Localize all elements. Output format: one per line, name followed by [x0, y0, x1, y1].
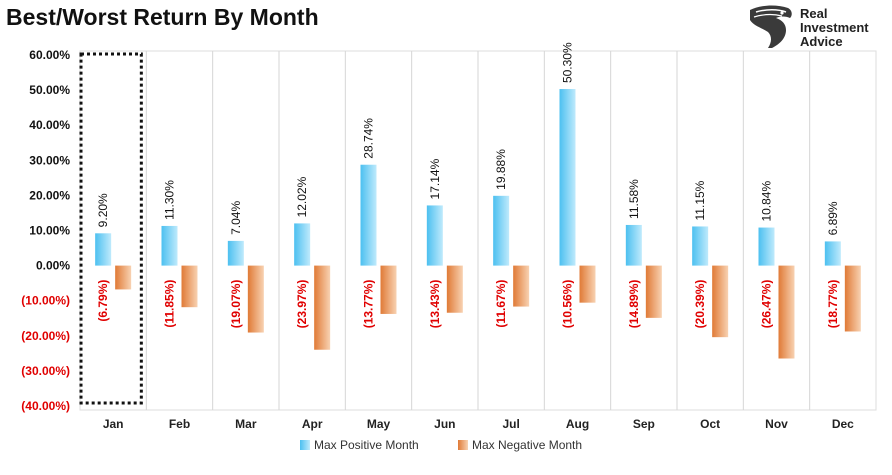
y-tick-label: (40.00%) [21, 399, 70, 413]
data-label-positive: 17.14% [428, 158, 442, 199]
bar-max-positive [294, 223, 311, 266]
data-label-negative: (14.89%) [627, 280, 641, 329]
y-tick-label: 10.00% [29, 224, 70, 238]
bar-max-negative [579, 265, 596, 303]
legend-swatch [300, 440, 310, 450]
bar-max-positive [559, 89, 576, 266]
data-label-negative: (26.47%) [760, 280, 774, 329]
y-tick-label: 40.00% [29, 118, 70, 132]
x-tick-label: Dec [832, 417, 854, 431]
bar-max-negative [712, 265, 729, 338]
legend-item-negative: Max Negative Month [458, 438, 582, 452]
data-label-negative: (13.77%) [362, 280, 376, 329]
legend-label: Max Positive Month [314, 438, 419, 452]
data-label-positive: 11.58% [627, 179, 641, 219]
data-label-positive: 6.89% [826, 201, 840, 235]
chart-title: Best/Worst Return By Month [6, 4, 319, 30]
data-label-negative: (11.67%) [494, 280, 508, 328]
bar-max-positive [758, 227, 775, 266]
bar-max-positive [493, 195, 510, 266]
highlight-box-jan [79, 52, 143, 405]
data-label-negative: (13.43%) [428, 280, 442, 329]
brand-logo: Real Investment Advice [746, 4, 886, 50]
legend-swatch [458, 440, 468, 450]
y-tick-label: 50.00% [29, 83, 70, 97]
bar-max-positive [360, 164, 377, 266]
data-label-positive: 12.02% [295, 176, 309, 217]
x-tick-label: Aug [566, 417, 589, 431]
y-tick-label: 60.00% [29, 48, 70, 62]
x-tick-label: Mar [235, 417, 257, 431]
x-tick-label: Apr [302, 417, 323, 431]
data-label-positive: 11.30% [163, 180, 177, 220]
brand-line-3: Advice [800, 34, 843, 49]
bar-max-positive [161, 225, 178, 266]
x-tick-label: Jul [502, 417, 519, 431]
bar-max-negative [247, 265, 264, 333]
data-label-positive: 28.74% [362, 118, 376, 159]
x-tick-label: Jun [434, 417, 455, 431]
bar-max-positive [95, 233, 112, 266]
bar-max-positive [227, 240, 244, 266]
x-tick-label: Sep [633, 417, 655, 431]
bar-max-negative [181, 265, 198, 308]
brand-line-1: Real [800, 6, 828, 21]
data-label-positive: 50.30% [561, 42, 575, 83]
legend-item-positive: Max Positive Month [300, 438, 419, 452]
bar-max-positive [824, 241, 841, 266]
y-tick-label: 20.00% [29, 188, 70, 202]
bar-max-positive [625, 224, 642, 266]
bar-max-positive [426, 205, 443, 266]
brand-line-2: Investment [800, 20, 869, 35]
x-tick-label: May [367, 417, 391, 431]
data-label-negative: (18.77%) [826, 280, 840, 329]
data-label-negative: (23.97%) [295, 280, 309, 329]
x-tick-label: Jan [103, 417, 124, 431]
bar-max-negative [380, 265, 397, 314]
y-tick-label: 30.00% [29, 153, 70, 167]
bar-max-positive [692, 226, 709, 266]
data-label-positive: 19.88% [494, 149, 508, 190]
data-label-negative: (20.39%) [693, 280, 707, 329]
data-label-negative: (6.79%) [96, 280, 110, 322]
bar-max-negative [844, 265, 861, 332]
data-label-positive: 9.20% [96, 193, 110, 227]
data-label-positive: 10.84% [760, 181, 774, 222]
data-label-negative: (19.07%) [229, 280, 243, 329]
bar-max-negative [314, 265, 331, 350]
y-tick-label: (20.00%) [21, 329, 70, 343]
data-label-negative: (11.85%) [163, 280, 177, 328]
x-tick-label: Nov [765, 417, 788, 431]
data-label-positive: 11.15% [693, 180, 707, 220]
bar-max-negative [115, 265, 132, 290]
bar-max-negative [446, 265, 463, 313]
x-tick-label: Oct [700, 417, 720, 431]
eagle-head-icon [750, 5, 792, 48]
x-tick-label: Feb [169, 417, 190, 431]
bar-max-negative [778, 265, 795, 359]
data-label-positive: 7.04% [229, 201, 243, 235]
y-tick-label: (30.00%) [21, 364, 70, 378]
bar-max-negative [645, 265, 662, 318]
y-tick-label: (10.00%) [21, 294, 70, 308]
data-label-negative: (10.56%) [561, 280, 575, 329]
y-tick-label: 0.00% [36, 259, 70, 273]
bar-max-negative [513, 265, 530, 307]
legend-label: Max Negative Month [472, 438, 582, 452]
